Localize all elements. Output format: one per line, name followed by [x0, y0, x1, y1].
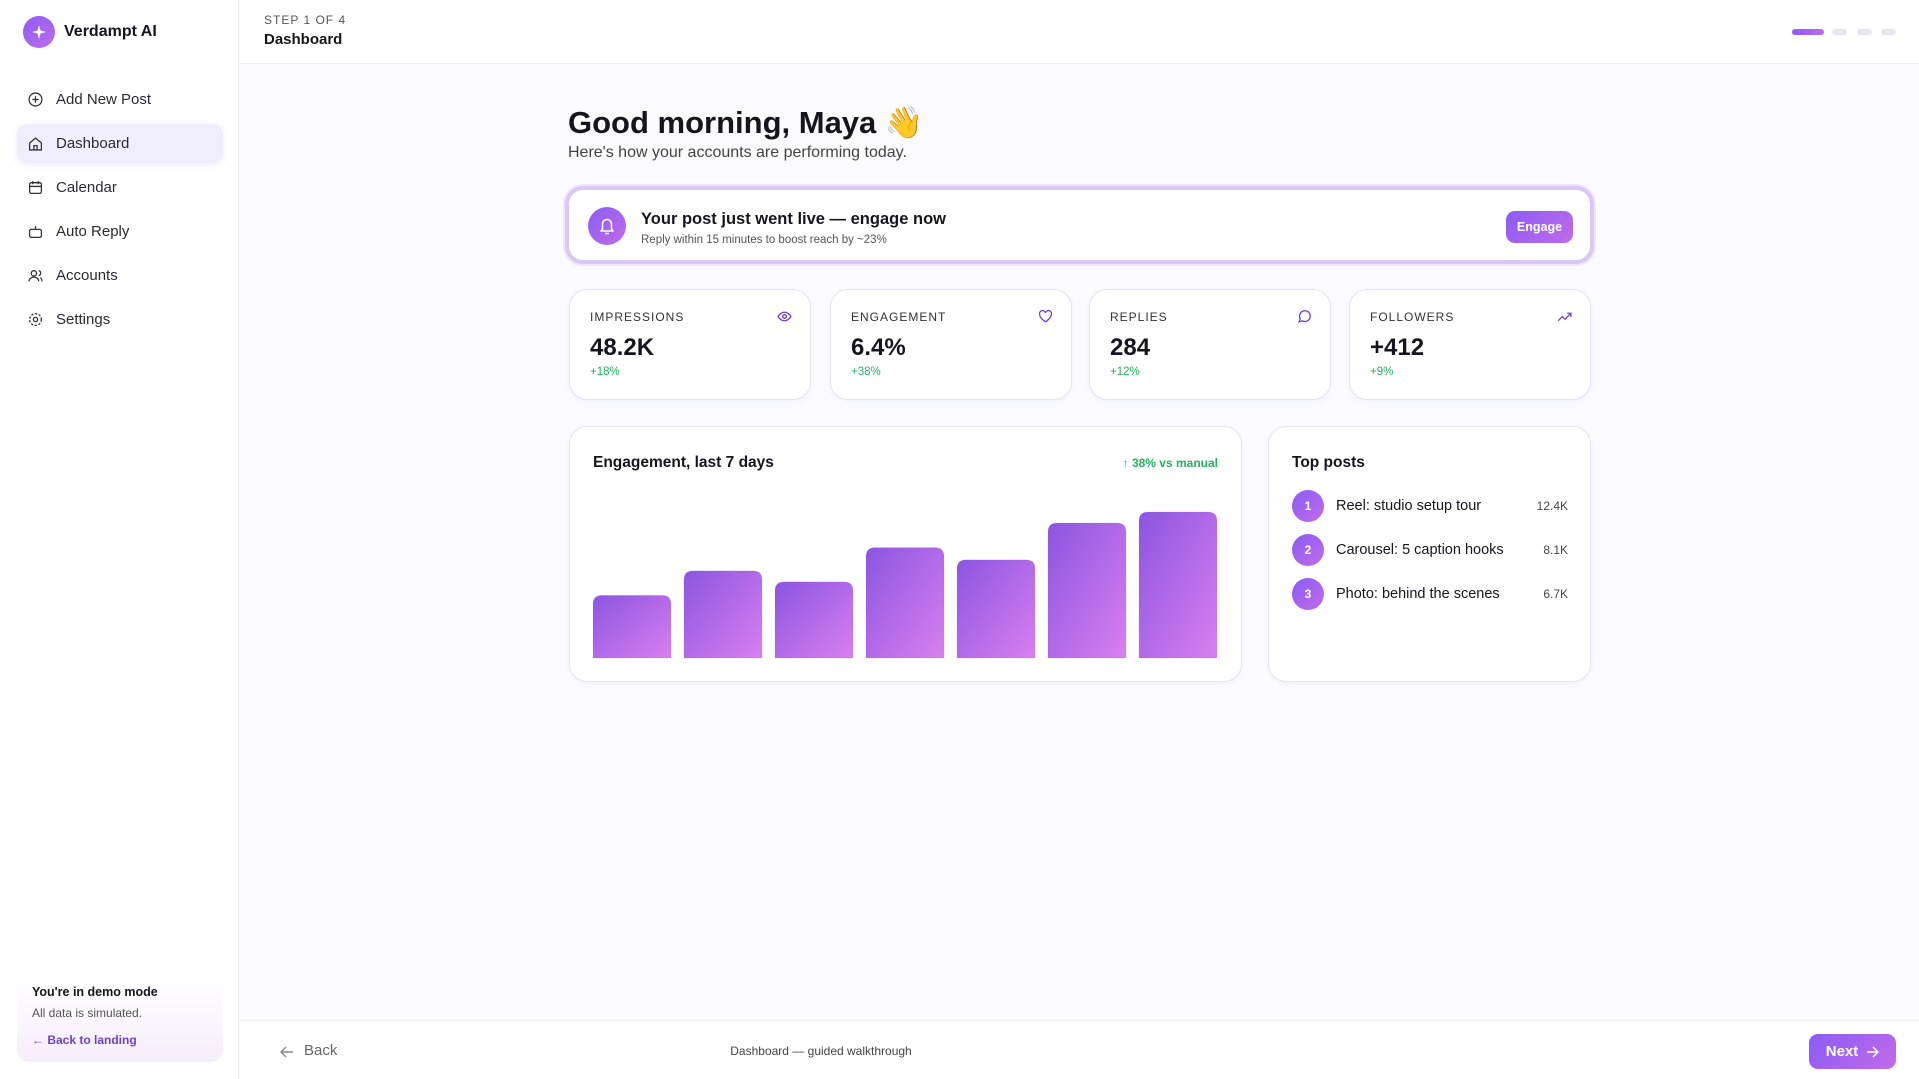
nav-icon [28, 226, 43, 239]
progress-step [1832, 29, 1847, 35]
post-rank: 1 [1292, 490, 1324, 522]
brand-logo [23, 16, 55, 48]
stat-value: 6.4% [851, 334, 906, 361]
nav-item[interactable]: Accounts [17, 256, 223, 295]
demo-text: All data is simulated. [32, 1006, 143, 1020]
chart-badge: ↑ 38% vs manual [1122, 456, 1218, 470]
bar [956, 559, 1036, 659]
progress-step [1792, 29, 1824, 35]
stat-icon [1557, 312, 1572, 322]
nav-icon [28, 312, 43, 327]
bar [774, 581, 854, 659]
stat-icon [1298, 310, 1311, 323]
stat-card: ENGAGEMENT 6.4% +38% [830, 289, 1072, 400]
stat-change: +38% [851, 366, 881, 378]
stat-label: ENGAGEMENT [851, 310, 947, 324]
back-arrow [280, 1046, 293, 1058]
bar [1047, 522, 1127, 659]
stat-change: +12% [1110, 366, 1140, 378]
nav-icon [28, 181, 43, 195]
page-title: Dashboard [264, 31, 343, 48]
demo-title: You're in demo mode [32, 985, 158, 999]
post-rank: 3 [1292, 578, 1324, 610]
stat-icon [777, 311, 792, 322]
progress-step [1881, 29, 1896, 35]
demo-box: You're in demo mode All data is simulate… [17, 973, 223, 1062]
post-title: Photo: behind the scenes [1336, 586, 1500, 602]
post-title: Carousel: 5 caption hooks [1336, 542, 1504, 558]
post-value: 6.7K [1543, 587, 1568, 601]
bell-icon [588, 207, 626, 245]
stat-value: 284 [1110, 334, 1151, 361]
stat-card: REPLIES 284 +12% [1089, 289, 1331, 400]
bar [592, 594, 672, 659]
chart-title: Engagement, last 7 days [593, 454, 774, 471]
bar-chart [592, 511, 1218, 659]
stat-value: 48.2K [590, 334, 655, 361]
stat-change: +18% [590, 366, 620, 378]
greeting-subtitle: Here's how your accounts are performing … [568, 144, 907, 161]
stat-icon [1038, 309, 1053, 323]
step-label: STEP 1 OF 4 [264, 13, 347, 27]
live-banner: Your post just went live — engage now Re… [565, 186, 1594, 264]
next-button[interactable]: Next [1809, 1034, 1896, 1069]
stat-label: REPLIES [1110, 310, 1168, 324]
header: STEP 1 OF 4 Dashboard [240, 0, 1919, 64]
post-value: 12.4K [1536, 499, 1568, 513]
back-button[interactable]: Back [304, 1042, 338, 1059]
stat-card: FOLLOWERS +412 +9% [1349, 289, 1591, 400]
brand-name: Verdampt AI [64, 23, 157, 40]
top-posts-card: Top posts 1 Reel: studio setup tour 12.4K 2… [1268, 426, 1591, 682]
nav-icon [28, 270, 43, 282]
greeting: Good morning, Maya 👋 [568, 105, 924, 140]
nav-item[interactable]: Add New Post [17, 80, 223, 119]
nav-icon [28, 92, 43, 107]
progress-step [1857, 29, 1872, 35]
stat-value: +412 [1370, 334, 1425, 361]
nav-item[interactable]: Dashboard [17, 124, 223, 163]
nav-item[interactable]: Settings [17, 300, 223, 339]
back-to-landing[interactable]: ← Back to landing [32, 1033, 137, 1047]
banner-text: Reply within 15 minutes to boost reach b… [641, 234, 887, 246]
bar [683, 570, 763, 659]
footer: Back Dashboard — guided walkthrough Next [240, 1020, 1919, 1079]
next-label: Next [1825, 1043, 1859, 1060]
sidebar: Verdampt AI Add New Post Dashboard Calenda… [0, 0, 239, 1079]
stat-label: IMPRESSIONS [590, 310, 685, 324]
nav-icon [28, 137, 43, 151]
banner-title: Your post just went live — engage now [641, 210, 946, 228]
stat-card: IMPRESSIONS 48.2K +18% [569, 289, 811, 400]
bar [865, 547, 945, 659]
footer-text: Dashboard — guided walkthrough [730, 1044, 912, 1058]
post-title: Reel: studio setup tour [1336, 498, 1482, 514]
engage-button[interactable]: Engage [1506, 211, 1573, 243]
chart-card: Engagement, last 7 days ↑ 38% vs manual [569, 426, 1242, 682]
stat-change: +9% [1370, 366, 1394, 378]
nav-item[interactable]: Calendar [17, 168, 223, 207]
bar [1138, 511, 1218, 659]
nav-item[interactable]: Auto Reply [17, 212, 223, 251]
post-rank: 2 [1292, 534, 1324, 566]
post-value: 8.1K [1543, 543, 1568, 557]
stat-label: FOLLOWERS [1370, 310, 1455, 324]
top-posts-title: Top posts [1292, 454, 1365, 471]
